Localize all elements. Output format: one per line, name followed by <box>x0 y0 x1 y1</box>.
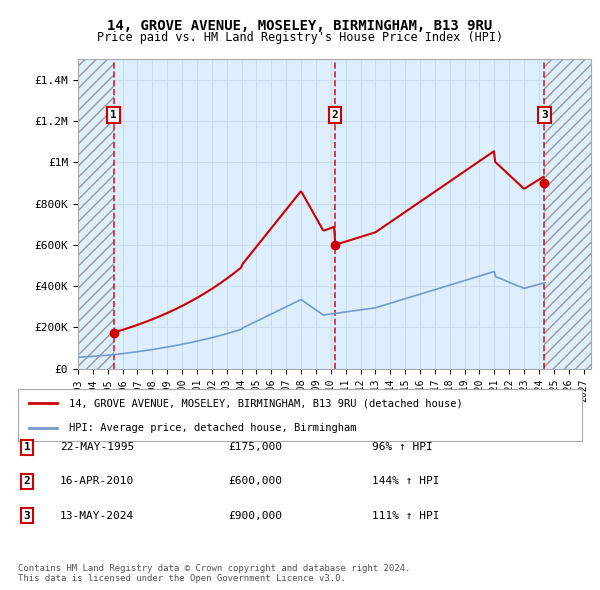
Text: 22-MAY-1995: 22-MAY-1995 <box>60 442 134 452</box>
Text: 144% ↑ HPI: 144% ↑ HPI <box>372 477 439 486</box>
Text: 3: 3 <box>23 511 31 520</box>
Text: Price paid vs. HM Land Registry's House Price Index (HPI): Price paid vs. HM Land Registry's House … <box>97 31 503 44</box>
Text: 2: 2 <box>332 110 338 120</box>
Text: 2: 2 <box>23 477 31 486</box>
Text: 13-MAY-2024: 13-MAY-2024 <box>60 511 134 520</box>
Text: 96% ↑ HPI: 96% ↑ HPI <box>372 442 433 452</box>
Text: 111% ↑ HPI: 111% ↑ HPI <box>372 511 439 520</box>
Text: 16-APR-2010: 16-APR-2010 <box>60 477 134 486</box>
Text: 1: 1 <box>110 110 117 120</box>
Text: £900,000: £900,000 <box>228 511 282 520</box>
Bar <box>544 59 591 369</box>
Text: HPI: Average price, detached house, Birmingham: HPI: Average price, detached house, Birm… <box>69 424 356 433</box>
Text: £175,000: £175,000 <box>228 442 282 452</box>
Text: 14, GROVE AVENUE, MOSELEY, BIRMINGHAM, B13 9RU (detached house): 14, GROVE AVENUE, MOSELEY, BIRMINGHAM, B… <box>69 398 463 408</box>
Text: 3: 3 <box>541 110 548 120</box>
Text: 14, GROVE AVENUE, MOSELEY, BIRMINGHAM, B13 9RU: 14, GROVE AVENUE, MOSELEY, BIRMINGHAM, B… <box>107 19 493 33</box>
Text: 1: 1 <box>23 442 31 452</box>
Text: £600,000: £600,000 <box>228 477 282 486</box>
Text: Contains HM Land Registry data © Crown copyright and database right 2024.
This d: Contains HM Land Registry data © Crown c… <box>18 563 410 583</box>
Bar <box>78 59 113 369</box>
